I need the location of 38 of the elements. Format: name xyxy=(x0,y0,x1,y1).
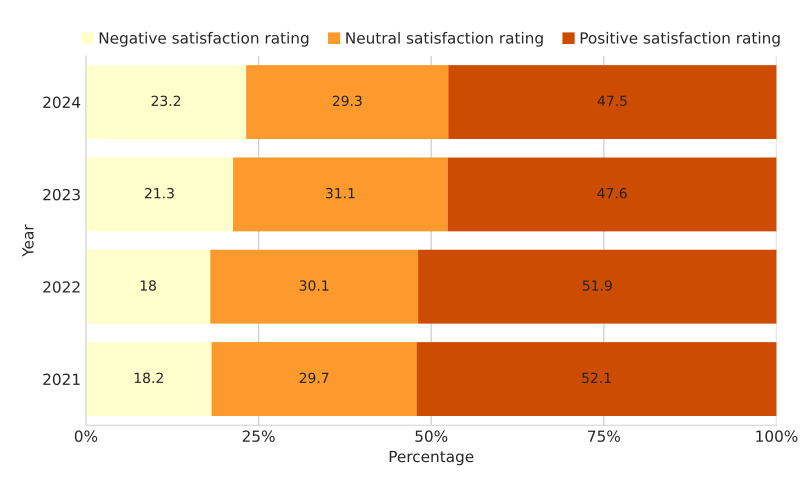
legend-label: Neutral satisfaction rating xyxy=(346,32,543,47)
y-axis-title: Year xyxy=(22,224,34,257)
legend-label: Negative satisfaction rating xyxy=(100,32,308,47)
data-label: 52.1 xyxy=(582,372,611,384)
x-tick-label: 25% xyxy=(242,430,275,442)
data-label: 18.2 xyxy=(134,372,163,384)
bar xyxy=(86,250,210,324)
y-tick-label: 2022 xyxy=(43,281,80,293)
y-tick-label: 2023 xyxy=(43,188,80,200)
legend-label: Positive satisfaction rating xyxy=(580,32,780,47)
bar xyxy=(448,65,776,139)
bar xyxy=(212,342,417,416)
bar xyxy=(246,65,448,139)
y-tick-label: 2021 xyxy=(43,374,80,386)
data-label: 21.3 xyxy=(145,188,174,198)
data-label: 29.7 xyxy=(300,372,328,384)
bar xyxy=(233,157,448,232)
y-tick-label: 2024 xyxy=(43,96,80,108)
bar xyxy=(448,157,776,232)
data-label: 29.3 xyxy=(332,96,362,106)
bar xyxy=(86,157,234,232)
data-label: 30.1 xyxy=(300,280,328,291)
x-tick-label: 50% xyxy=(415,430,448,442)
bar xyxy=(416,342,776,416)
x-tick-label: 100% xyxy=(756,430,798,442)
bar xyxy=(86,65,246,139)
data-label: 31.1 xyxy=(326,188,355,198)
x-axis-title: Percentage xyxy=(390,450,474,466)
bar xyxy=(210,250,418,324)
bar xyxy=(86,342,212,416)
data-label: 51.9 xyxy=(582,280,612,291)
data-label: 47.5 xyxy=(598,96,627,106)
x-tick-label: 0% xyxy=(74,430,98,442)
data-label: 18 xyxy=(140,280,156,291)
data-label: 47.6 xyxy=(597,188,627,198)
x-tick-label: 75% xyxy=(588,430,620,442)
bar xyxy=(418,250,776,324)
data-label: 23.2 xyxy=(152,96,180,106)
